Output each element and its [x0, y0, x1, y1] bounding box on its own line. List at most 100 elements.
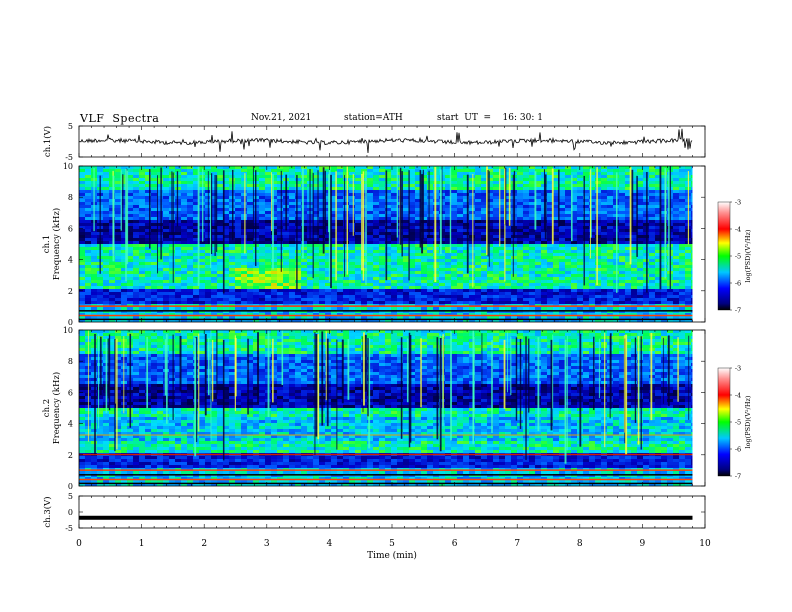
ch1-spectrogram-sferic	[172, 172, 174, 283]
ch2-spectrogram-sferic	[194, 338, 197, 457]
ch2-spectrogram-sferic	[315, 333, 318, 437]
ch2-spectrogram-sferic	[179, 335, 182, 392]
ch1-spectrogram-ylabel: ch.1	[42, 235, 52, 253]
ch2-spectrogram-sferic	[123, 336, 125, 414]
ch2-spectrogram-sferic	[204, 333, 207, 416]
x-axis-label: Time (min)	[367, 550, 417, 561]
ch2-spectrogram-sferic	[593, 336, 595, 411]
ch1-spectrogram-transmitter-line	[79, 310, 693, 312]
ch2-spectrogram-ylabel: ch.2	[42, 399, 52, 417]
ch1-spectrogram-sferic	[99, 175, 101, 274]
ch1-spectrogram-sferic	[202, 168, 204, 242]
ch2-spectrogram-sferic	[623, 335, 625, 433]
ch1-spectrogram-sferic	[499, 168, 501, 247]
ch1-waveform-ylabel: ch.1(V)	[42, 126, 53, 157]
ch2-spectrogram-sferic	[473, 336, 475, 420]
ch1-spectrogram-sferic	[322, 167, 325, 254]
ch1-spectrogram-sferic	[636, 175, 638, 257]
ch1-spectrogram-sferic	[232, 169, 234, 241]
ch2-spectrogram-colorbar-tick-label: -5	[735, 419, 741, 427]
ch2-spectrogram-sferic	[146, 336, 149, 409]
ch2-spectrogram-sferic	[114, 339, 116, 452]
ch1-spectrogram-colorbar-tick-label: -6	[735, 280, 741, 288]
ch1-spectrogram-sferic	[589, 169, 591, 259]
x-tick-label: 3	[264, 539, 270, 549]
ch1-spectrogram-sferic	[487, 170, 489, 257]
ch1-spectrogram-transmitter-line	[79, 305, 693, 307]
ch2-spectrogram-colorbar	[717, 367, 731, 477]
ch3-waveform-frame	[78, 495, 706, 529]
ch2-spectrogram-sferic	[325, 331, 327, 401]
ch2-spectrogram-sferic	[634, 337, 637, 423]
ch1-spectrogram-sferic	[434, 166, 437, 283]
ch1-spectrogram-sferic	[125, 169, 127, 282]
x-tick-label: 6	[452, 539, 458, 549]
ch1-waveform-ytick-label: 5	[68, 122, 73, 131]
ch1-spectrogram-transmitter-line	[79, 314, 693, 317]
ch2-spectrogram-colorbar-tick-label: -6	[735, 446, 741, 454]
ch1-spectrogram-sferic	[285, 174, 288, 231]
ch1-spectrogram-sferic	[324, 170, 326, 235]
ch1-spectrogram-sferic	[441, 167, 443, 243]
ch3-waveform-ylabel: ch.3(V)	[42, 496, 53, 527]
ch2-spectrogram-transmitter-line	[79, 482, 693, 485]
ch2-spectrogram-sferic	[362, 336, 364, 413]
ch1-spectrogram-colorbar-label: log(PSD)(V²/Hz)	[744, 229, 752, 282]
ch2-spectrogram-nodata	[692, 330, 705, 486]
x-tick-label: 0	[76, 539, 82, 549]
ch1-spectrogram-sferic	[362, 171, 365, 281]
ch2-spectrogram-sferic	[272, 338, 274, 403]
ch2-spectrogram-sferic	[677, 337, 679, 402]
ch2-spectrogram-sferic	[510, 336, 512, 395]
ch1-spectrogram-sferic	[508, 167, 511, 226]
ch1-spectrogram-ytick-label: 6	[68, 224, 73, 233]
ch1-spectrogram-sferic	[328, 173, 331, 233]
start-time-label: start UT = 16: 30: 1	[437, 113, 543, 123]
ch1-spectrogram-ytick-label: 2	[68, 287, 73, 296]
ch2-spectrogram-ytick-label: 6	[68, 388, 73, 397]
ch2-spectrogram-sferic	[367, 338, 369, 417]
ch2-spectrogram-sferic	[519, 338, 522, 429]
ch1-spectrogram-sferic	[312, 172, 314, 279]
ch1-spectrogram-sferic	[590, 168, 592, 238]
ch2-spectrogram-sferic	[625, 334, 628, 455]
ch2-spectrogram-transmitter-line	[79, 434, 693, 436]
ch1-spectrogram-sferic	[148, 169, 151, 249]
ch1-spectrogram-sferic	[668, 170, 670, 271]
ch1-spectrogram-sferic	[301, 168, 304, 259]
ch2-spectrogram-ytick-label: 4	[68, 420, 73, 429]
ch1-spectrogram-sferic	[558, 169, 560, 227]
ch2-spectrogram-sferic	[564, 339, 567, 464]
ch3-waveform-trace	[79, 515, 693, 520]
ch1-spectrogram-image	[79, 166, 705, 322]
x-tick-label: 9	[640, 539, 646, 549]
ch2-spectrogram-sferic	[507, 332, 508, 393]
ch1-spectrogram-sferic	[596, 167, 598, 286]
ch2-spectrogram-sferic	[364, 334, 367, 392]
date-label: Nov.21, 2021	[251, 113, 312, 123]
ch2-spectrogram-sferic	[528, 338, 530, 413]
ch2-spectrogram-colorbar-label: log(PSD)(V²/Hz)	[744, 395, 752, 448]
ch1-spectrogram-sferic	[664, 168, 667, 279]
ch2-spectrogram-sferic	[442, 333, 444, 409]
x-tick-label: 2	[201, 539, 207, 549]
ch2-spectrogram-sferic	[172, 334, 174, 421]
ch1-spectrogram-sferic	[171, 171, 173, 236]
ch1-spectrogram-sferic	[551, 168, 554, 245]
ch1-spectrogram-sferic	[449, 167, 452, 254]
ch1-spectrogram-sferic	[252, 166, 254, 241]
ch1-spectrogram-sferic	[385, 170, 388, 281]
ch1-spectrogram-sferic	[543, 169, 545, 231]
ch2-spectrogram-sferic	[408, 332, 411, 448]
ch1-spectrogram-sferic	[421, 174, 424, 254]
ch2-spectrogram-sferic	[609, 333, 612, 409]
ch1-spectrogram-sferic	[419, 170, 422, 248]
chart-title: VLF Spectra	[80, 112, 160, 125]
ch1-spectrogram-sferic	[352, 173, 354, 236]
x-tick-label: 7	[514, 539, 520, 549]
ch2-spectrogram-ytick-label: 2	[68, 451, 73, 460]
ch1-spectrogram-sferic	[439, 169, 442, 254]
ch2-spectrogram-sferic	[108, 334, 111, 411]
ch2-spectrogram-sferic	[210, 330, 212, 442]
ch2-spectrogram-sferic	[439, 337, 442, 452]
